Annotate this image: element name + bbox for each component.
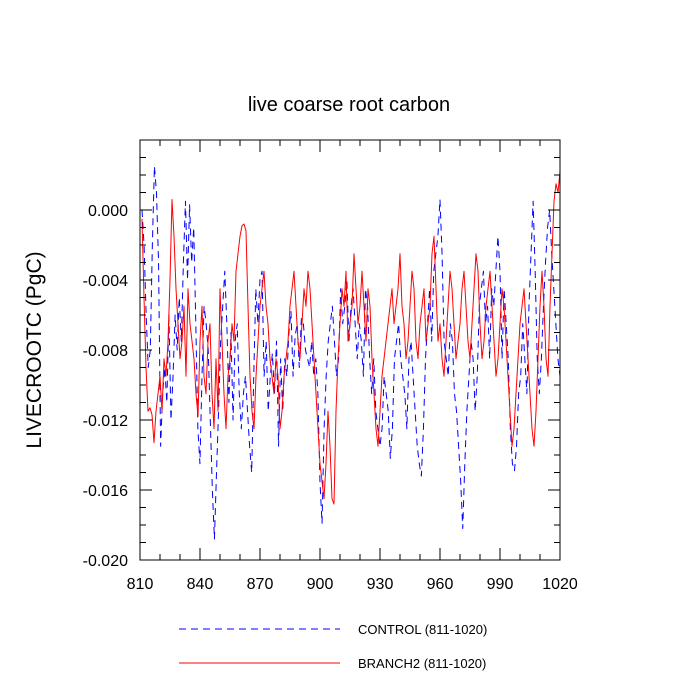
- y-axis-label: LIVECROOTC (PgC): [23, 251, 46, 448]
- y-tick-label: -0.008: [83, 343, 128, 360]
- legend-label: CONTROL (811-1020): [358, 622, 487, 637]
- plot-frame: [139, 139, 561, 561]
- series-layer: [141, 165, 561, 540]
- y-tick-label: -0.012: [83, 413, 128, 430]
- x-tick-label: 840: [187, 576, 214, 593]
- series-line-branch2: [141, 171, 561, 505]
- series-line-control: [141, 165, 561, 540]
- x-tick-label: 960: [427, 576, 454, 593]
- legend: CONTROL (811-1020) BRANCH2 (811-1020): [179, 622, 487, 671]
- y-tick-label: 0.000: [88, 203, 128, 220]
- y-tick-label: -0.016: [83, 483, 128, 500]
- x-tick-label: 900: [307, 576, 334, 593]
- x-tick-label: 930: [367, 576, 394, 593]
- legend-label: BRANCH2 (811-1020): [358, 656, 486, 671]
- x-tick-label: 810: [127, 576, 154, 593]
- y-tick-label: -0.020: [83, 553, 128, 570]
- chart-title: live coarse root carbon: [248, 94, 450, 116]
- x-tick-label: 1020: [542, 576, 578, 593]
- axes-layer: 810 840 870 900 930 960 990 1020 0.000 -0.004 -0.0…: [83, 140, 578, 593]
- y-tick-label: -0.004: [83, 273, 128, 290]
- x-tick-label: 870: [247, 576, 274, 593]
- x-tick-label: 990: [487, 576, 514, 593]
